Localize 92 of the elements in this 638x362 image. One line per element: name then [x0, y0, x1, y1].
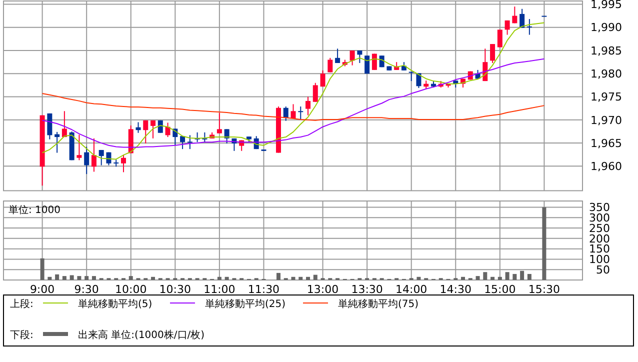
- candlestick: [335, 48, 340, 64]
- y-tick-label: 250: [589, 222, 610, 235]
- candlestick: [504, 20, 510, 36]
- candlestick: [306, 96, 311, 116]
- y-tick-label: 150: [589, 242, 610, 256]
- legend-title: 下段:: [10, 329, 34, 341]
- bar: [476, 276, 480, 280]
- candlestick: [91, 138, 96, 172]
- bar: [224, 276, 229, 280]
- candlestick: [180, 136, 186, 150]
- candlestick: [224, 128, 230, 144]
- candlestick: [416, 72, 422, 88]
- y-tick-label: 200: [589, 232, 610, 246]
- x-tick-label: 10:30: [159, 283, 192, 296]
- y-tick-label: 1,985: [590, 44, 622, 58]
- bar: [92, 276, 96, 280]
- candlestick: [143, 120, 148, 144]
- bar: [498, 276, 502, 280]
- candlestick: [150, 120, 156, 139]
- y-tick-label: 1,965: [590, 136, 622, 150]
- line-series: [42, 93, 545, 121]
- x-tick-label: 11:30: [248, 283, 280, 296]
- x-tick-label: 10:00: [115, 283, 147, 296]
- bar: [217, 276, 222, 280]
- candlestick: [350, 50, 355, 66]
- x-tick-label: 11:00: [204, 283, 236, 296]
- bar: [461, 276, 466, 280]
- legend-label: 出来高 単位:(1000株/口/枚): [78, 329, 205, 341]
- candlestick: [357, 50, 362, 64]
- bar: [490, 276, 495, 280]
- candlestick: [497, 29, 502, 48]
- y-tick-label: 1,960: [590, 160, 622, 174]
- x-tick-label: 9:00: [30, 283, 55, 296]
- legend-label: 単純移動平均(75): [338, 298, 419, 310]
- bar: [416, 276, 421, 280]
- candlestick: [520, 8, 525, 28]
- bar: [298, 276, 303, 280]
- y-tick-label: 1,980: [590, 67, 622, 80]
- candlestick: [372, 53, 377, 70]
- y-tick-label: 1,990: [590, 21, 622, 34]
- line-series: [42, 58, 545, 148]
- y-tick-label: 1,995: [590, 0, 622, 12]
- legend-label: 単純移動平均(5): [78, 298, 152, 310]
- candlestick: [320, 70, 326, 88]
- bar: [276, 272, 280, 280]
- bar: [70, 275, 74, 280]
- bar: [84, 276, 89, 280]
- bar: [40, 258, 44, 280]
- bar: [77, 276, 82, 280]
- x-tick-label: 15:30: [528, 283, 560, 296]
- candlestick: [98, 149, 104, 166]
- candlestick: [512, 6, 518, 24]
- bar: [128, 276, 133, 280]
- y-tick-label: 1,970: [590, 114, 622, 127]
- candlestick: [187, 134, 192, 150]
- bar: [62, 276, 66, 280]
- bar: [306, 276, 310, 280]
- candlestick: [290, 104, 296, 120]
- bar: [505, 272, 510, 280]
- bar: [527, 274, 532, 280]
- bar: [542, 207, 546, 280]
- bar: [483, 272, 488, 280]
- bar: [151, 276, 156, 280]
- candlestick: [490, 44, 496, 64]
- candlestick: [298, 106, 304, 120]
- x-tick-label: 9:30: [74, 283, 99, 296]
- legend-title: 上段:: [10, 298, 34, 310]
- bar: [520, 270, 524, 280]
- x-tick-label: 14:00: [395, 283, 428, 296]
- bar: [512, 274, 517, 280]
- candlestick: [216, 112, 222, 134]
- x-tick-label: 15:00: [484, 283, 516, 296]
- candlestick: [202, 132, 208, 143]
- candlestick: [283, 106, 288, 122]
- annotation: 単位: 1000: [8, 204, 60, 216]
- x-tick-label: 13:00: [306, 283, 339, 296]
- candlestick: [120, 154, 126, 173]
- candlestick: [408, 71, 414, 82]
- x-tick-label: 14:30: [440, 283, 472, 296]
- y-tick-label: 1,975: [590, 90, 622, 104]
- legend-label: 単純移動平均(25): [205, 298, 286, 310]
- candlestick: [526, 18, 532, 36]
- candlestick: [76, 134, 82, 161]
- x-tick-label: 13:30: [351, 283, 383, 296]
- bar: [313, 274, 318, 280]
- candlestick: [328, 57, 333, 73]
- candlestick: [364, 55, 370, 74]
- bar: [291, 276, 296, 280]
- bar: [55, 274, 60, 280]
- bar: [48, 276, 52, 280]
- candlestick: [84, 146, 90, 175]
- candlestick: [312, 82, 318, 102]
